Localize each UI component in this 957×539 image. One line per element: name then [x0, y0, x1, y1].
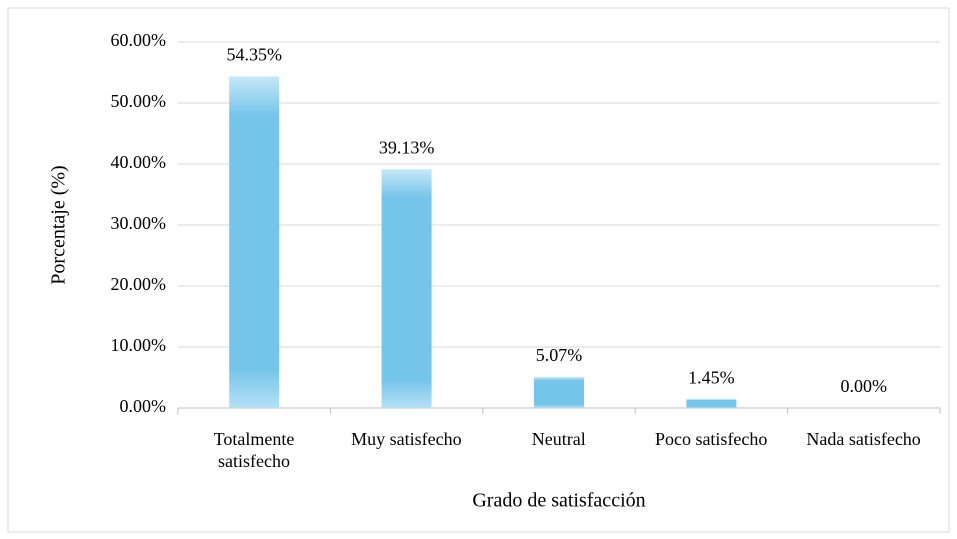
x-axis-title: Grado de satisfacción: [472, 490, 645, 512]
bar: [381, 169, 432, 408]
bar: [534, 377, 584, 408]
x-tick-label: Muy satisfecho: [351, 429, 462, 449]
y-tick-label: 40.00%: [111, 152, 167, 172]
y-tick-label: 10.00%: [111, 335, 167, 355]
y-tick-label: 50.00%: [111, 91, 167, 111]
y-tick-label: 30.00%: [111, 213, 167, 233]
y-axis-title: Porcentaje (%): [48, 165, 70, 284]
y-tick-label: 0.00%: [120, 396, 167, 416]
x-tick-label: Totalmente satisfecho: [213, 429, 295, 471]
frame: [7, 7, 950, 533]
bar: [229, 76, 280, 408]
value-label: 39.13%: [379, 137, 435, 157]
value-label: 5.07%: [536, 345, 583, 365]
value-label: 0.00%: [841, 376, 888, 396]
x-tick-label: Poco satisfecho: [654, 429, 768, 449]
value-label: 54.35%: [226, 45, 282, 65]
x-tick-label: Nada satisfecho: [806, 429, 921, 449]
y-tick-label: 20.00%: [111, 274, 167, 294]
bar: [686, 399, 737, 408]
y-tick-label: 60.00%: [111, 30, 167, 50]
value-label: 1.45%: [688, 367, 735, 387]
x-tick-label: Neutral: [531, 429, 586, 449]
